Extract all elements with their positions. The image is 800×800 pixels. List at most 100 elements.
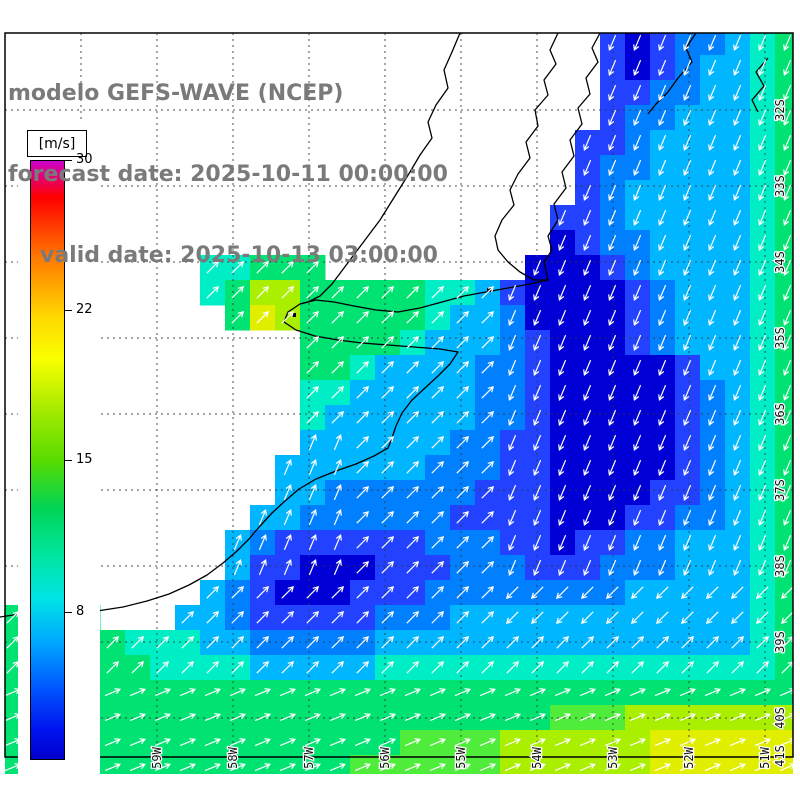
- colorbar-tick: [65, 160, 72, 161]
- wind-arrow: [708, 459, 717, 477]
- wind-arrow: [204, 713, 222, 722]
- wind-arrow: [356, 460, 370, 474]
- wind-arrow: [704, 738, 722, 747]
- wind-arrow: [508, 534, 517, 552]
- wind-arrow: [608, 34, 617, 52]
- lat-label: 37S: [773, 479, 787, 501]
- model-title: modelo GEFS-WAVE (NCEP): [8, 81, 344, 106]
- wind-arrow: [356, 310, 370, 324]
- wind-arrow: [583, 134, 592, 152]
- wind-arrow: [529, 688, 547, 697]
- wind-arrow: [683, 184, 692, 202]
- wind-arrow: [633, 259, 642, 277]
- wind-arrow: [633, 359, 642, 377]
- wind-arrow: [406, 385, 420, 399]
- wind-arrow: [254, 738, 272, 747]
- wind-arrow: [733, 159, 742, 177]
- wind-arrow: [633, 284, 642, 302]
- wind-arrow: [308, 483, 317, 501]
- wind-arrow: [356, 635, 370, 649]
- wind-arrow: [258, 558, 267, 576]
- colorbar-tick-label: 8: [76, 604, 85, 620]
- wave-cell: [275, 755, 301, 774]
- wind-arrow: [783, 59, 792, 77]
- wind-arrow: [758, 509, 767, 527]
- wind-arrow: [356, 385, 370, 399]
- wind-arrow: [179, 713, 197, 722]
- wind-arrow: [583, 434, 592, 452]
- wind-arrow: [156, 660, 170, 674]
- wind-arrow: [756, 635, 770, 649]
- wave-cell: [150, 755, 176, 774]
- wind-arrow: [481, 610, 495, 624]
- wind-arrow: [456, 335, 470, 349]
- wind-arrow: [254, 763, 272, 772]
- wind-arrow: [456, 485, 470, 499]
- wind-arrow: [530, 611, 544, 625]
- wave-cell: [625, 755, 651, 774]
- wind-arrow: [608, 359, 617, 377]
- wind-arrow: [583, 384, 592, 402]
- wind-arrow: [331, 385, 345, 399]
- wind-arrow: [633, 159, 642, 177]
- wind-arrow: [608, 134, 617, 152]
- wind-arrow: [406, 535, 420, 549]
- wind-arrow: [554, 688, 572, 697]
- wind-arrow: [683, 134, 692, 152]
- wind-arrow: [658, 309, 667, 327]
- wind-arrow: [308, 533, 317, 551]
- wind-arrow: [633, 34, 642, 52]
- wind-arrow: [431, 585, 445, 599]
- wind-arrow: [780, 586, 793, 600]
- wind-arrow: [279, 763, 297, 772]
- wind-arrow: [680, 611, 694, 625]
- wind-arrow: [658, 359, 667, 377]
- wind-arrow: [629, 688, 647, 697]
- wind-arrow: [608, 484, 617, 502]
- wind-arrow: [558, 359, 567, 377]
- wind-arrow: [783, 284, 792, 302]
- wind-arrow: [754, 763, 772, 772]
- wind-arrow: [456, 410, 470, 424]
- wind-arrow: [708, 434, 717, 452]
- wind-arrow: [381, 385, 395, 399]
- wind-arrow: [505, 611, 519, 625]
- wind-arrow: [406, 635, 420, 649]
- wind-arrow: [508, 559, 517, 577]
- wind-arrow: [579, 688, 597, 697]
- wind-arrow: [629, 763, 647, 772]
- wind-arrow: [783, 384, 792, 402]
- wind-arrow: [708, 234, 717, 252]
- wave-cell: [775, 455, 793, 481]
- wind-arrow: [381, 285, 395, 299]
- wind-arrows-layer: [5, 34, 793, 772]
- wind-arrow: [333, 483, 342, 501]
- wind-arrow: [758, 484, 767, 502]
- wind-arrow: [356, 485, 370, 499]
- wind-arrow: [533, 309, 542, 327]
- wind-arrow: [281, 285, 295, 299]
- wind-arrow: [733, 184, 742, 202]
- wind-arrow: [381, 660, 395, 674]
- wind-arrow: [733, 59, 742, 77]
- wind-arrow: [481, 360, 495, 374]
- wind-arrow: [381, 560, 395, 574]
- wind-arrow: [429, 738, 447, 747]
- wind-arrow: [306, 610, 320, 624]
- wind-arrow: [679, 738, 697, 747]
- wind-arrow: [431, 560, 445, 574]
- wind-arrow: [306, 260, 320, 274]
- wind-arrow: [658, 409, 667, 427]
- wind-arrow: [256, 635, 270, 649]
- wind-arrow: [356, 510, 370, 524]
- wind-arrow: [655, 586, 669, 600]
- wind-arrow: [558, 484, 567, 502]
- wind-arrow: [181, 660, 195, 674]
- wind-arrow: [104, 738, 122, 747]
- wind-arrow: [508, 409, 517, 427]
- colorbar-tick: [65, 612, 72, 614]
- wave-cell: [775, 105, 793, 131]
- wind-arrow: [506, 660, 520, 674]
- wind-arrow: [308, 433, 317, 451]
- wind-arrow: [708, 159, 717, 177]
